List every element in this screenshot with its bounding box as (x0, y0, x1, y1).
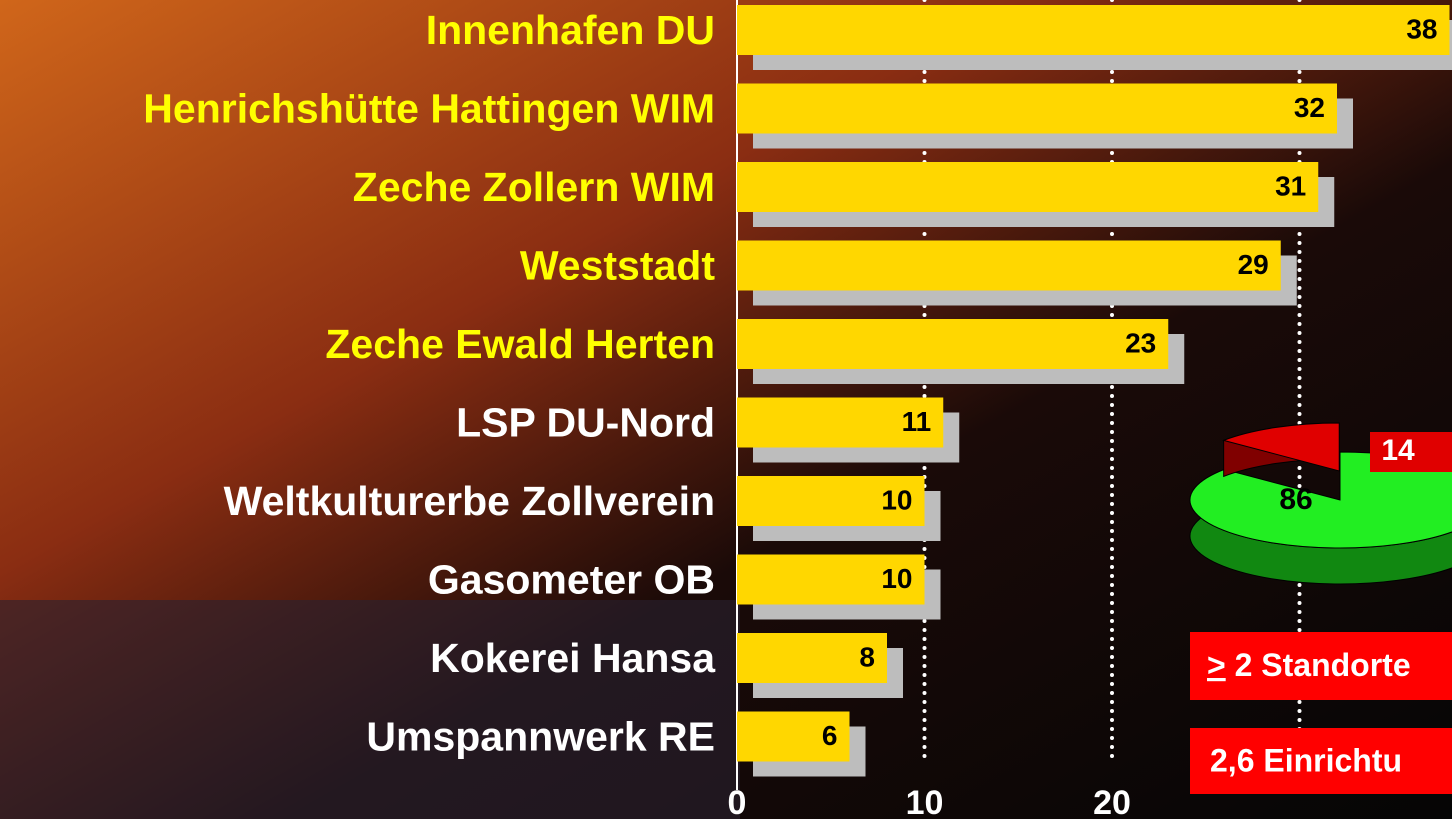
category-label: Weststadt (520, 242, 716, 288)
category-label: Gasometer OB (428, 556, 715, 602)
value-label: 31 (1275, 170, 1306, 201)
note-text: > 2 Standorte (1207, 647, 1411, 683)
pie-label: 14 (1381, 434, 1415, 467)
note-prefix: > (1207, 647, 1226, 683)
x-tick-label: 10 (906, 784, 944, 819)
chart: 0 10 20 38 Innenhafen DU 32 Henrichshütte Hatt… (0, 0, 1452, 819)
value-label: 8 (859, 641, 875, 672)
note-text: 2,6 Einrichtu (1210, 742, 1402, 778)
value-label: 10 (881, 563, 912, 594)
category-label: Kokerei Hansa (430, 635, 716, 681)
value-label: 32 (1294, 92, 1325, 123)
bar (737, 241, 1281, 291)
category-label: Henrichshütte Hattingen WIM (143, 85, 715, 131)
value-label: 11 (902, 406, 932, 437)
category-label: Zeche Zollern WIM (353, 164, 715, 210)
note-main: 2 Standorte (1235, 647, 1411, 683)
x-tick-label: 20 (1093, 784, 1131, 819)
bar (737, 319, 1168, 369)
value-label: 29 (1238, 249, 1269, 280)
background-water (0, 600, 740, 819)
x-tick-label: 0 (728, 784, 747, 819)
category-label: Innenhafen DU (426, 7, 715, 53)
value-label: 23 (1125, 327, 1156, 358)
category-label: Umspannwerk RE (366, 713, 715, 759)
value-label: 38 (1406, 13, 1437, 44)
bar (737, 84, 1337, 134)
category-label: Weltkulturerbe Zollverein (224, 478, 715, 524)
pie-label: 86 (1279, 483, 1312, 516)
category-label: Zeche Ewald Herten (325, 321, 715, 367)
bar (737, 162, 1318, 212)
page: 0 10 20 38 Innenhafen DU 32 Henrichshütte Hatt… (0, 0, 1452, 819)
bar (737, 5, 1450, 55)
value-label: 6 (822, 720, 838, 751)
category-label: LSP DU-Nord (456, 399, 715, 445)
value-label: 10 (881, 484, 912, 515)
